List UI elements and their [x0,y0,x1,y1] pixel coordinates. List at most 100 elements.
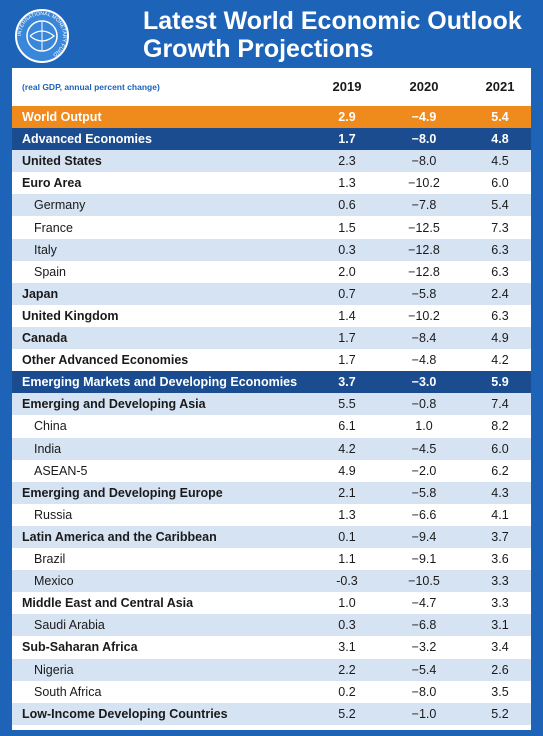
table-row: Euro Area 1.3 −10.2 6.0 [12,172,531,195]
cell-value: 4.8 [491,132,509,147]
cell-value: 6.1 [338,419,356,434]
cell-value: −8.4 [411,331,437,345]
table-row: Latin America and the Caribbean 0.1 −9.4 3.… [12,525,531,548]
cell-value: 0.1 [338,529,356,544]
cell-value: 2.2 [338,662,356,677]
cell-value: −12.8 [408,242,440,257]
row-label: Other Advanced Economies [22,353,189,368]
row-label: Low-Income Developing Countries [22,706,228,721]
cell-value: −4.7 [411,596,437,611]
table-row: Advanced Economies 1.7 −8.0 4.8 [12,128,531,151]
row-label: Japan [22,286,59,301]
cell-value: 0.2 [338,684,356,699]
table-row: Saudi Arabia 0.3 −6.8 3.1 [12,614,531,637]
cell-value: 1.0 [415,419,433,434]
cell-value: 5.9 [491,375,509,390]
cell-value: −10.2 [408,176,440,191]
cell-value: 1.5 [338,220,356,235]
table-row: Spain 2.0 −12.8 6.3 [12,260,531,283]
cell-value: 2.1 [338,485,356,500]
cell-value: −4.8 [411,353,437,368]
column-header: 2020 [409,79,439,94]
cell-value: −3.2 [411,640,437,655]
cell-value: 1.7 [338,331,356,345]
cell-value: −5.8 [411,485,437,500]
row-label: United States [22,154,102,169]
title: Latest World Economic Outlook [143,7,522,35]
table-row: Russia 1.3 −6.6 4.1 [12,503,531,526]
table-row: Low-Income Developing Countries 5.2 −1.0 5.… [12,702,531,725]
row-label: France [34,220,73,235]
row-label: Spain [34,264,66,279]
cell-value: −12.8 [408,264,440,279]
cell-value: 1.7 [338,353,356,368]
cell-value: 4.5 [491,154,509,169]
cell-value: −6.6 [411,507,437,522]
cell-value: 5.2 [338,706,356,721]
row-label: Emerging and Developing Europe [22,485,223,500]
column-header: (real GDP, annual percent change) [22,82,160,92]
row-label: China [34,419,67,434]
cell-value: −8.0 [411,132,437,147]
cell-value: −7.8 [411,198,437,213]
row-label: Sub-Saharan Africa [22,640,138,655]
cell-value: −3.0 [411,375,437,390]
cell-value: 5.4 [491,110,509,124]
table-row: Sub-Saharan Africa 3.1 −3.2 3.4 [12,636,531,659]
cell-value: −1.0 [411,706,437,721]
row-label: Advanced Economies [22,132,152,147]
row-label: Canada [22,331,68,345]
cell-value: 6.0 [491,441,509,456]
cell-value: 3.7 [338,375,356,390]
table-row: France 1.5 −12.5 7.3 [12,216,531,239]
cell-value: 2.4 [491,286,509,301]
cell-value: 6.2 [491,463,509,478]
cell-value: 1.0 [338,596,356,611]
table-row: Germany 0.6 −7.8 5.4 [12,194,531,217]
cell-value: 4.9 [491,331,509,345]
header-row: (real GDP, annual percent change) 2019 202… [12,76,531,98]
row-label: Brazil [34,552,66,566]
table-row: Middle East and Central Asia 1.0 −4.7 3.3 [12,592,531,615]
table-row: Emerging and Developing Europe 2.1 −5.8 4.3 [12,481,531,504]
cell-value: 6.0 [491,176,509,191]
cell-value: 4.2 [491,353,509,368]
cell-value: 4.3 [491,485,509,500]
cell-value: 8.2 [491,419,509,434]
cell-value: 5.4 [491,198,509,213]
row-label: Italy [34,242,57,257]
table-row: Canada 1.7 −8.4 4.9 [12,327,531,349]
column-header: 2021 [485,79,515,94]
table-row: India 4.2 −4.5 6.0 [12,437,531,460]
cell-value: 3.5 [491,684,509,699]
cell-value: 7.4 [491,397,509,412]
cell-value: 4.2 [338,441,356,456]
cell-value: −8.0 [411,154,437,169]
cell-value: 2.3 [338,154,356,169]
cell-value: 4.1 [491,507,509,522]
title: Growth Projections [143,35,374,63]
logo: INTERNATIONAL MONETARY FUND [15,9,69,63]
cell-value: 1.7 [338,132,356,147]
table-row: ASEAN-5 4.9 −2.0 6.2 [12,459,531,482]
cell-value: 3.1 [338,640,356,655]
cell-value: −0.8 [411,397,437,412]
column-header: 2019 [332,79,362,94]
row-label: Nigeria [34,662,74,677]
cell-value: −10.2 [408,308,440,323]
cell-value: −12.5 [408,220,440,235]
cell-value: 6.3 [491,242,509,257]
cell-value: −4.5 [411,441,437,456]
row-label: Latin America and the Caribbean [22,529,217,544]
cell-value: 2.0 [338,264,356,279]
cell-value: 3.1 [491,618,509,633]
table-row: United Kingdom 1.4 −10.2 6.3 [12,304,531,327]
table-row: Emerging Markets and Developing Economie… [12,371,531,394]
cell-value: −5.4 [411,662,437,677]
cell-value: 1.3 [338,176,356,191]
table-row: World Output 2.9 −4.9 5.4 [12,106,531,128]
table-row: United States 2.3 −8.0 4.5 [12,150,531,173]
cell-value: 3.6 [491,552,509,566]
cell-value: 1.1 [338,552,356,566]
